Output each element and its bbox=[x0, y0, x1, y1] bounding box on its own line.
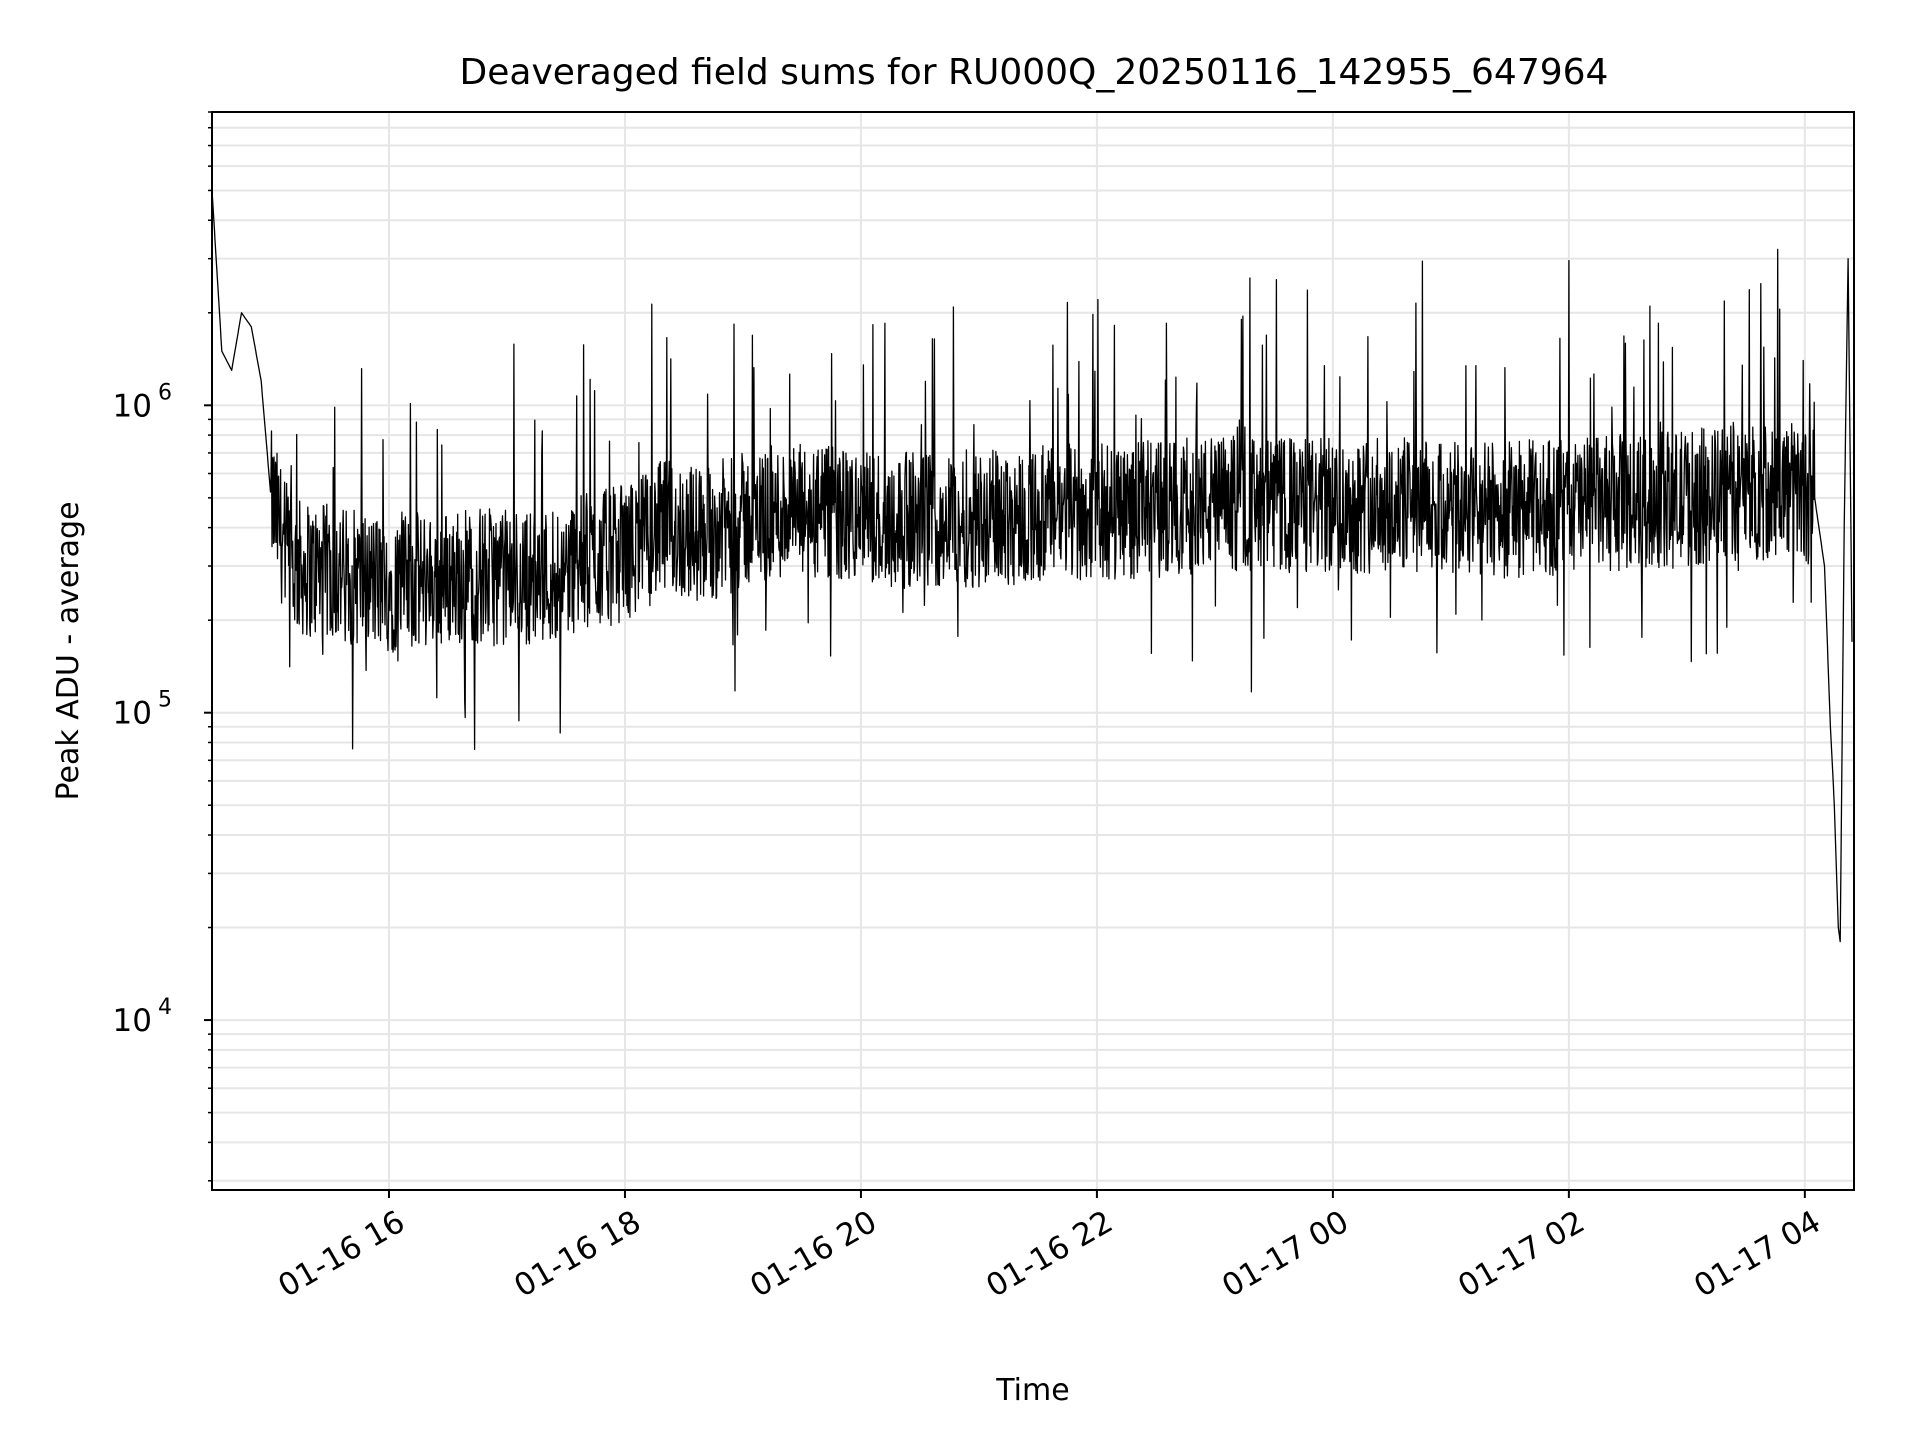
series-layer bbox=[211, 190, 1853, 943]
grid-lines bbox=[212, 111, 1854, 1190]
y-tick-exponent: 4 bbox=[158, 995, 172, 1020]
y-tick-label: 10 bbox=[113, 696, 152, 732]
y-tick-exponent: 6 bbox=[158, 380, 172, 405]
x-axis-label: Time bbox=[995, 1373, 1069, 1408]
y-axis-label: Peak ADU - average bbox=[51, 501, 86, 800]
y-tick-label: 10 bbox=[113, 388, 152, 424]
y-tick-label: 10 bbox=[113, 1003, 152, 1039]
plot-frame bbox=[211, 111, 1855, 1191]
y-tick-exponent: 5 bbox=[158, 688, 172, 713]
chart-title: Deaveraged field sums for RU000Q_2025011… bbox=[460, 52, 1609, 93]
series-line bbox=[211, 190, 1853, 943]
